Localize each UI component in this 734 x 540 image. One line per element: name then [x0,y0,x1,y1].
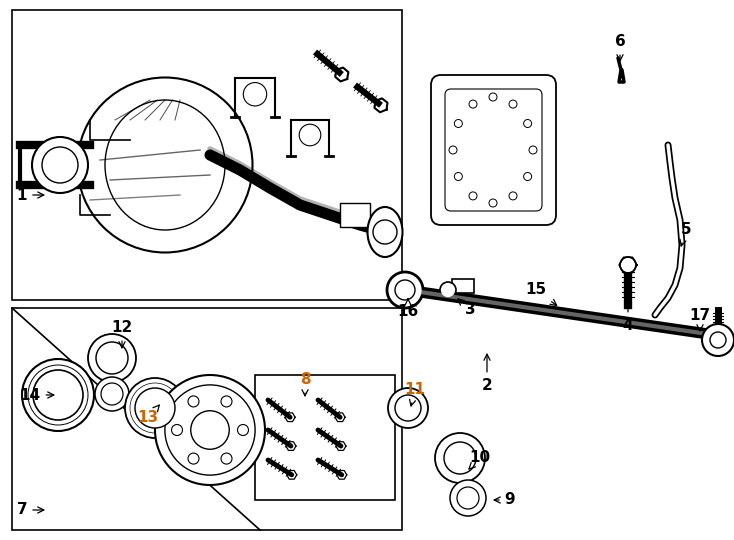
Circle shape [125,378,185,438]
Circle shape [221,396,232,407]
Circle shape [489,93,497,101]
Circle shape [457,487,479,509]
Ellipse shape [78,78,252,253]
Circle shape [469,192,477,200]
Circle shape [95,377,129,411]
Circle shape [469,100,477,108]
Circle shape [96,342,128,374]
Circle shape [243,83,266,106]
Circle shape [435,433,485,483]
Circle shape [165,385,255,475]
Text: 1: 1 [17,187,44,202]
Ellipse shape [105,100,225,230]
Bar [12,10,402,300]
Bar [340,203,370,227]
FancyBboxPatch shape [445,89,542,211]
Circle shape [440,282,456,298]
Text: 6: 6 [614,35,625,61]
Text: 13: 13 [137,405,159,426]
Circle shape [388,388,428,428]
Circle shape [135,388,175,428]
Circle shape [32,137,88,193]
Text: 9: 9 [494,492,515,508]
Bar [452,279,474,293]
Text: 4: 4 [622,299,633,333]
Circle shape [22,359,94,431]
Circle shape [373,220,397,244]
Text: 15: 15 [526,282,556,306]
Text: 7: 7 [17,503,44,517]
Circle shape [444,442,476,474]
Circle shape [33,370,83,420]
Circle shape [28,365,88,425]
Text: 12: 12 [112,321,133,348]
Circle shape [523,172,531,180]
Bar [255,375,395,500]
Circle shape [387,272,423,308]
Text: 17: 17 [689,307,711,331]
Circle shape [620,257,636,273]
Circle shape [172,424,183,435]
Circle shape [450,480,486,516]
Circle shape [221,453,232,464]
Circle shape [130,383,180,433]
Text: 11: 11 [404,382,426,406]
Ellipse shape [368,207,402,257]
Circle shape [509,100,517,108]
Text: 2: 2 [482,354,493,393]
Circle shape [88,334,136,382]
Bar [12,308,402,530]
Text: 3: 3 [458,299,476,318]
Circle shape [454,119,462,127]
Circle shape [299,124,321,146]
Circle shape [155,375,265,485]
Circle shape [238,424,249,435]
Circle shape [395,280,415,300]
Text: 5: 5 [680,222,691,246]
Circle shape [101,383,123,405]
Text: 10: 10 [469,450,490,469]
Circle shape [449,146,457,154]
Circle shape [191,411,229,449]
Circle shape [188,453,199,464]
Circle shape [395,395,421,421]
Circle shape [188,396,199,407]
FancyBboxPatch shape [431,75,556,225]
Circle shape [702,324,734,356]
Text: 16: 16 [397,299,418,320]
Circle shape [710,332,726,348]
Circle shape [454,172,462,180]
Text: 14: 14 [19,388,54,402]
Circle shape [523,119,531,127]
Text: 8: 8 [299,373,310,396]
Circle shape [489,199,497,207]
Circle shape [42,147,78,183]
Circle shape [509,192,517,200]
Circle shape [529,146,537,154]
